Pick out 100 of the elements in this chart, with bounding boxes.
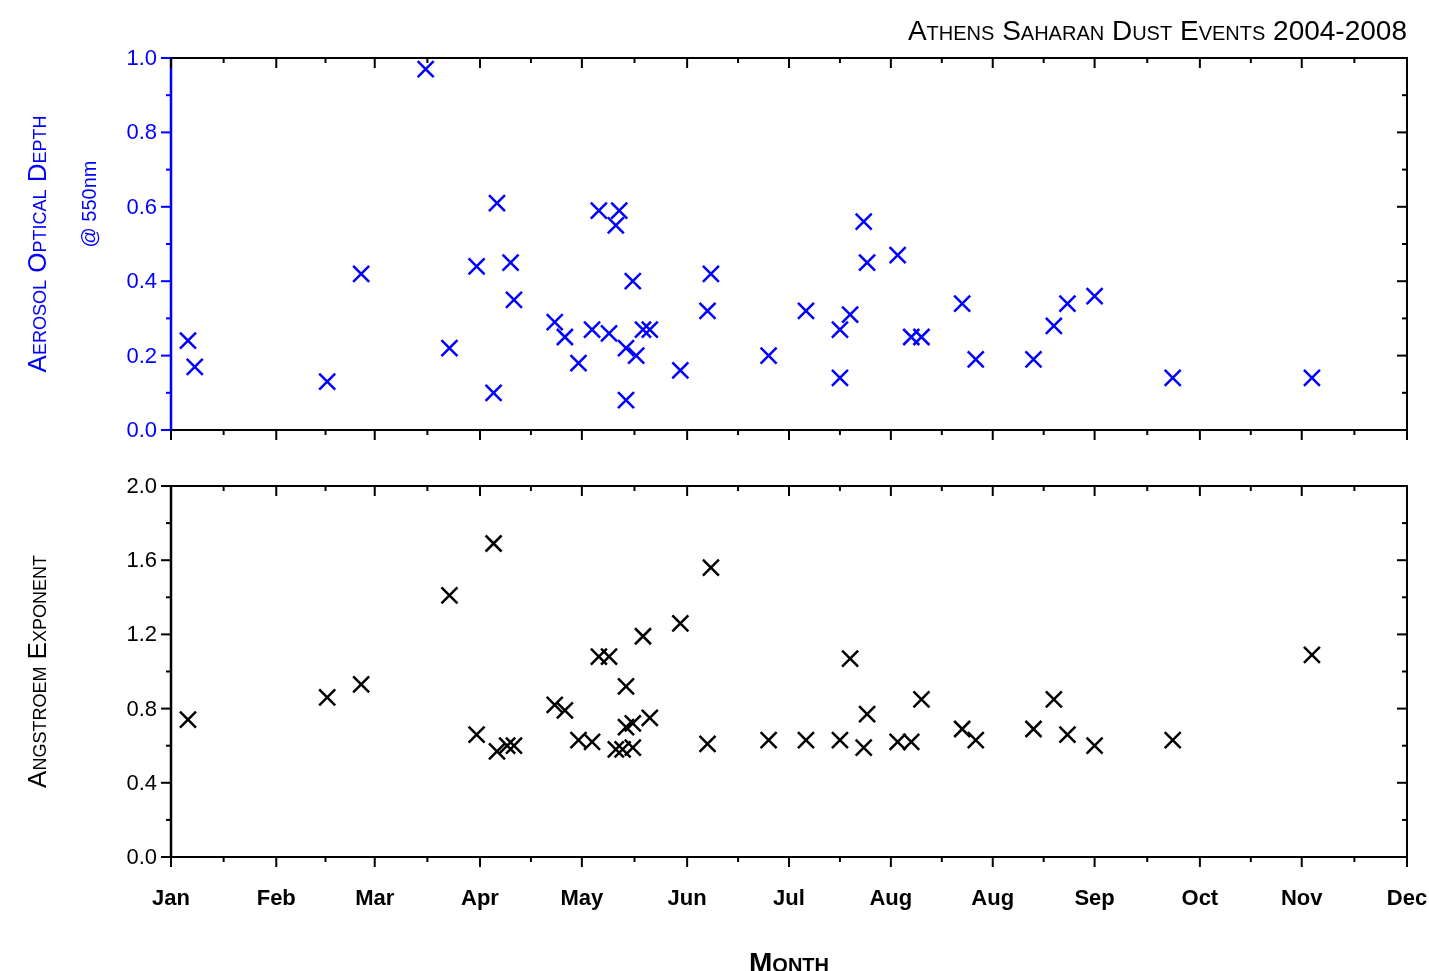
y-tick-label: 0.8 <box>126 119 157 145</box>
point <box>1302 645 1322 665</box>
point <box>840 305 860 324</box>
point <box>484 383 503 403</box>
point <box>796 301 816 321</box>
y-tick-label: 0.4 <box>126 769 157 795</box>
y-axis-title: Aerosol Optical Depth @ 550nm <box>22 115 100 373</box>
y-tick-label: 1.0 <box>126 45 157 70</box>
y-tick-label: 0.8 <box>126 695 157 721</box>
point <box>857 253 877 272</box>
point <box>616 390 636 410</box>
point <box>759 730 778 750</box>
point <box>759 346 778 365</box>
point <box>440 586 459 605</box>
point <box>912 690 931 709</box>
y-tick-label: 0.4 <box>126 268 157 294</box>
y-tick-label: 0.2 <box>126 342 157 368</box>
point <box>487 742 507 761</box>
point <box>640 708 660 728</box>
point <box>623 714 643 733</box>
point <box>616 717 636 737</box>
x-tick-label: Jun <box>667 885 707 910</box>
point <box>1024 719 1043 739</box>
point <box>854 738 873 757</box>
point <box>830 368 850 388</box>
point <box>901 327 921 347</box>
point <box>569 353 588 373</box>
point <box>1024 350 1043 369</box>
y-tick-label: 0.0 <box>126 844 157 869</box>
point <box>623 271 643 291</box>
point <box>613 740 632 759</box>
y-tick-label: 0.0 <box>126 417 157 442</box>
point <box>633 320 653 339</box>
point <box>1163 730 1182 750</box>
point <box>966 350 986 369</box>
y-tick-label: 1.2 <box>126 621 157 647</box>
point <box>952 294 972 313</box>
point <box>966 730 986 750</box>
point <box>698 301 717 321</box>
point <box>1085 736 1104 755</box>
point <box>1058 294 1077 313</box>
x-tick-label: Jul <box>773 885 805 910</box>
point <box>701 264 721 284</box>
point <box>487 193 507 213</box>
point <box>545 695 564 715</box>
point <box>626 346 646 365</box>
point <box>701 558 721 577</box>
x-tick-label: Aug <box>971 885 1015 910</box>
x-tick-label: May <box>560 885 605 910</box>
point <box>857 704 877 724</box>
point <box>545 312 564 332</box>
point <box>616 338 636 358</box>
point <box>497 736 517 755</box>
x-tick-label: Jan <box>152 885 190 910</box>
point <box>854 212 873 231</box>
x-tick-label: Sep <box>1074 885 1115 910</box>
point <box>1044 316 1064 336</box>
point <box>671 361 690 380</box>
y-tick-label: 0.6 <box>126 193 157 219</box>
point <box>912 327 931 347</box>
x-tick-label: Nov <box>1280 885 1324 910</box>
point <box>440 338 459 358</box>
point <box>840 649 860 668</box>
x-tick-label: Dec <box>1386 885 1428 910</box>
point <box>640 320 660 339</box>
point <box>698 734 717 754</box>
point <box>1044 690 1064 709</box>
point <box>416 59 435 79</box>
y-tick-label: 1.6 <box>126 547 157 573</box>
y-axis-title: Angstroem Exponent <box>22 555 52 788</box>
point <box>504 290 524 310</box>
y-tick-label: 2.0 <box>126 473 157 498</box>
point <box>555 701 575 720</box>
x-tick-label: Feb <box>256 885 296 910</box>
point <box>1058 725 1077 744</box>
point <box>606 216 626 235</box>
point <box>952 719 972 739</box>
point <box>1302 368 1322 388</box>
point <box>671 614 690 633</box>
point <box>555 327 575 347</box>
x-tick-label: Aug <box>869 885 913 910</box>
point <box>467 725 486 744</box>
x-tick-label: Apr <box>461 885 500 910</box>
point <box>1085 286 1104 306</box>
chart-title: Athens Saharan Dust Events 2004-2008 <box>907 15 1407 46</box>
point <box>1163 368 1182 388</box>
point <box>501 253 520 272</box>
point <box>830 320 850 339</box>
point <box>830 730 850 750</box>
x-tick-label: Oct <box>1181 885 1219 910</box>
point <box>633 627 653 646</box>
point <box>504 736 524 755</box>
point <box>796 730 816 750</box>
x-tick-label: Mar <box>355 885 395 910</box>
point <box>467 257 486 276</box>
point <box>484 534 503 553</box>
point <box>599 647 619 666</box>
point <box>888 245 907 265</box>
point <box>616 677 636 696</box>
point <box>589 647 609 666</box>
